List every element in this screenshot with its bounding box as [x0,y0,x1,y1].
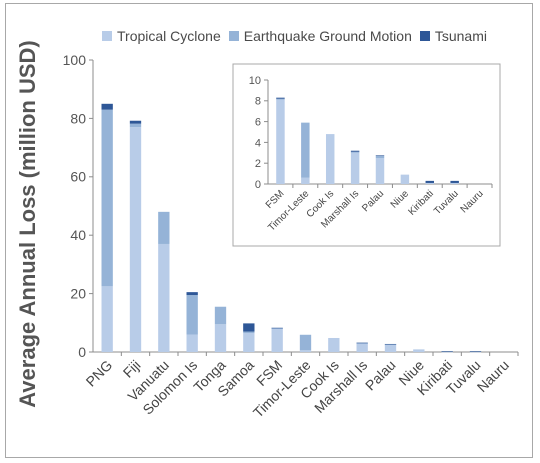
main-bar-tonga-tropical-cyclone [214,324,227,352]
legend-label-earthquake-ground-motion: Earthquake Ground Motion [243,28,412,44]
main-bar-timor-leste-earthquake-ground-motion [299,334,312,351]
inset-bar-niue-tropical-cyclone [400,174,410,184]
main-bar-fiji-tsunami [129,120,142,124]
main-bar-tuvalu-tsunami [469,351,482,352]
main-bar-fsm-tsunami [271,327,283,329]
main-bar-samoa-tropical-cyclone [243,333,255,352]
inset-bar-palau-earthquake-ground-motion [375,155,385,158]
main-bar-solomon-is-tsunami [186,292,198,296]
main-x-tick-label-png: PNG [83,357,116,390]
inset-bar-marshall-is-earthquake-ground-motion [350,151,360,153]
main-bar-png-earthquake-ground-motion [101,109,113,287]
main-bar-png-tropical-cyclone [101,286,113,352]
main-bar-solomon-is-earthquake-ground-motion [186,295,198,335]
main-bar-palau-tropical-cyclone [384,344,397,352]
main-bar-timor-leste-tropical-cyclone [299,350,312,352]
inset-bar-kiribati-tropical-cyclone [425,182,435,184]
main-bar-samoa-earthquake-ground-motion [243,331,255,334]
main-bar-vanuatu-tropical-cyclone [158,243,170,352]
inset-y-tick-label: 8 [255,96,261,108]
main-y-tick-label: 60 [70,169,86,185]
inset-bar-marshall-is-tropical-cyclone [350,152,360,184]
inset-bar-tuvalu-tropical-cyclone [450,182,459,184]
legend-item-tsunami: Tsunami [419,28,487,44]
chart-frame: 0 20 40 60 80 100 PNG Fiji Vanuatu Solomon Is Tong… [5,3,533,458]
legend-swatch-tsunami [419,31,430,41]
inset-y-tick-label: 2 [255,158,261,170]
main-y-tick-label: 40 [70,227,86,243]
main-bar-solomon-is-tropical-cyclone [186,334,198,352]
legend-item-earthquake-ground-motion: Earthquake Ground Motion [228,28,412,44]
main-bar-png-tsunami [101,103,113,110]
main-bar-fsm-tropical-cyclone [271,328,283,352]
y-axis-title: Average Annual Loss (million USD) [15,40,40,408]
legend-swatch-tropical-cyclone [102,31,112,41]
main-bar-niue-tropical-cyclone [413,349,425,352]
inset-bar-kiribati-tsunami [425,180,435,183]
legend-swatch-earthquake-ground-motion [228,31,239,41]
y-axis-title-wrapper: Average Annual Loss (million USD) [15,40,40,408]
chart-legend: Tropical Cyclone Earthquake Ground Motio… [102,26,495,46]
inset-bar-timor-leste-earthquake-ground-motion [301,122,310,178]
inset-bar-fsm-tsunami [276,97,285,99]
legend-label-tropical-cyclone: Tropical Cyclone [117,28,221,44]
main-y-tick-label: 20 [70,286,86,302]
inset-bar-marshall-is-tsunami [350,150,360,152]
main-bar-cook-is-tropical-cyclone [328,337,340,352]
main-x-tick-label-palau: Palau [362,357,399,394]
main-y-tick-label: 0 [78,344,86,360]
legend-item-tropical-cyclone: Tropical Cyclone [102,28,221,44]
main-bar-palau-tsunami [384,343,397,345]
main-x-tick-label-nauru: Nauru [474,357,512,395]
main-bar-vanuatu-earthquake-ground-motion [158,211,170,244]
inset-bar-timor-leste-tropical-cyclone [301,177,310,184]
inset-bar-cook-is-tropical-cyclone [325,134,335,184]
inset-y-tick-label: 6 [255,116,261,128]
main-bar-kiribati-tropical-cyclone [441,351,453,353]
inset-bar-palau-tropical-cyclone [375,158,385,184]
main-bar-kiribati-tsunami [441,351,453,352]
legend-label-tsunami: Tsunami [434,28,487,44]
main-bar-tonga-earthquake-ground-motion [214,306,227,325]
inset-bar-tuvalu-tsunami [450,180,459,183]
main-bar-marshall-is-tsunami [356,342,368,344]
main-bar-tuvalu-tropical-cyclone [469,351,482,353]
inset-bar-palau-tsunami [375,155,385,156]
main-y-tick-label: 100 [63,52,87,68]
main-bar-fiji-tropical-cyclone [129,127,142,352]
inset-y-tick-label: 0 [255,179,261,191]
main-bar-fiji-earthquake-ground-motion [129,123,142,128]
inset-y-tick-label: 4 [255,137,261,149]
main-bar-marshall-is-tropical-cyclone [356,343,368,352]
inset-bar-fsm-earthquake-ground-motion [276,98,285,100]
main-y-tick-label: 80 [70,110,86,126]
inset-y-tick-label: 10 [249,75,261,87]
main-bar-samoa-tsunami [243,323,255,332]
inset-bar-fsm-tropical-cyclone [276,99,285,184]
